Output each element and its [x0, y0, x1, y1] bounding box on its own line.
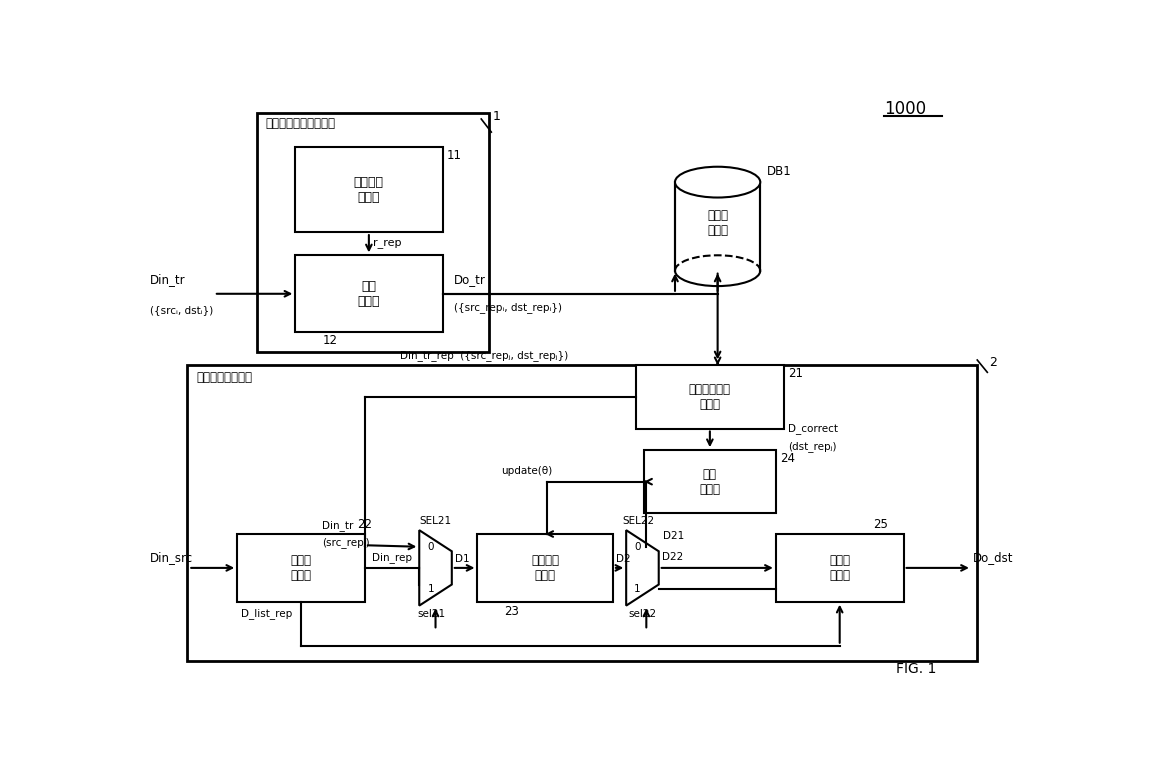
- Text: Do_tr: Do_tr: [454, 273, 487, 286]
- Text: D_list_rep: D_list_rep: [241, 608, 292, 619]
- Text: sel21: sel21: [417, 609, 446, 619]
- Bar: [776, 534, 904, 602]
- Text: 順置換
処理部: 順置換 処理部: [291, 554, 311, 582]
- Text: 23: 23: [505, 605, 519, 618]
- Text: 1: 1: [634, 584, 641, 594]
- Text: 訓練用データ生成装置: 訓練用データ生成装置: [266, 117, 336, 130]
- Text: 0: 0: [634, 542, 641, 551]
- Text: (dst_repⱼ): (dst_repⱼ): [789, 441, 837, 452]
- Bar: [256, 113, 489, 351]
- Text: 11: 11: [446, 149, 461, 162]
- Text: update(θ): update(θ): [500, 466, 552, 476]
- Text: 訓練用データ
取得部: 訓練用データ 取得部: [688, 383, 731, 411]
- Bar: [636, 365, 784, 429]
- Text: ({src_repᵢ, dst_repᵢ}): ({src_repᵢ, dst_repᵢ}): [454, 302, 563, 313]
- Text: D21: D21: [663, 532, 684, 542]
- Text: 21: 21: [789, 367, 804, 380]
- Text: sel22: sel22: [628, 609, 656, 619]
- Text: D22: D22: [662, 551, 683, 561]
- Text: 12: 12: [323, 334, 338, 347]
- Text: FIG. 1: FIG. 1: [896, 663, 936, 676]
- Text: 機械翻訳
処理部: 機械翻訳 処理部: [532, 554, 559, 582]
- Text: 損失
評価部: 損失 評価部: [700, 468, 721, 495]
- Text: Din_src: Din_src: [150, 551, 194, 564]
- Bar: [187, 364, 978, 661]
- Text: D1: D1: [455, 554, 469, 564]
- Text: SEL22: SEL22: [623, 515, 655, 525]
- Text: 1: 1: [428, 584, 434, 594]
- Polygon shape: [626, 530, 658, 606]
- Bar: [238, 534, 366, 602]
- Text: SEL21: SEL21: [420, 515, 451, 525]
- Text: D_correct: D_correct: [789, 423, 838, 434]
- Text: ({srcᵢ, dstᵢ}): ({srcᵢ, dstᵢ}): [150, 305, 213, 315]
- Text: データ
記憶部: データ 記憶部: [707, 209, 729, 236]
- Text: Din_tr_rep  ({src_repⱼ, dst_repⱼ}): Din_tr_rep ({src_repⱼ, dst_repⱼ}): [400, 350, 568, 360]
- Text: 2: 2: [989, 356, 996, 369]
- Text: 1: 1: [492, 110, 500, 123]
- Text: (src_repⱼ): (src_repⱼ): [323, 538, 370, 548]
- Bar: [675, 182, 760, 271]
- Bar: [477, 534, 613, 602]
- Text: D2: D2: [616, 554, 631, 564]
- Text: 逆置換
処理部: 逆置換 処理部: [829, 554, 850, 582]
- Bar: [645, 450, 776, 513]
- Polygon shape: [420, 530, 452, 606]
- Text: Din_tr: Din_tr: [150, 273, 186, 286]
- Bar: [295, 255, 443, 332]
- Text: 22: 22: [357, 518, 372, 531]
- Text: 置換
処理部: 置換 処理部: [357, 280, 380, 308]
- Text: 機械翻訳処理装置: 機械翻訳処理装置: [196, 370, 253, 384]
- Text: Do_dst: Do_dst: [973, 551, 1013, 564]
- Text: 1000: 1000: [884, 100, 926, 118]
- Text: DB1: DB1: [767, 165, 791, 178]
- Text: r_rep: r_rep: [372, 239, 401, 249]
- Ellipse shape: [675, 166, 760, 198]
- Text: 24: 24: [781, 452, 796, 465]
- Bar: [295, 147, 443, 232]
- Text: Din_tr: Din_tr: [323, 521, 354, 532]
- Text: 25: 25: [873, 518, 888, 531]
- Text: 置換割合
設定部: 置換割合 設定部: [354, 176, 384, 204]
- Text: 0: 0: [428, 542, 434, 551]
- Text: Din_rep: Din_rep: [372, 552, 412, 563]
